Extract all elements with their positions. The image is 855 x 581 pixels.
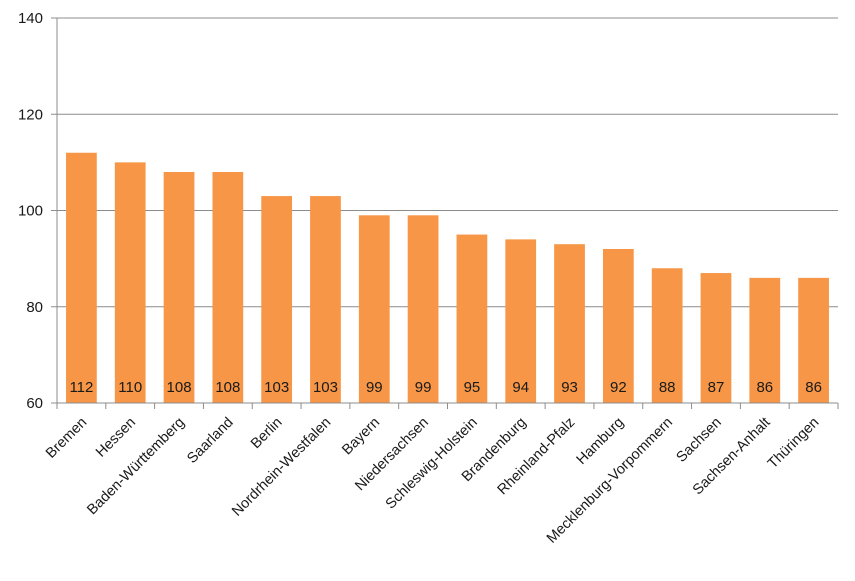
- x-category-label: Baden-Württemberg: [84, 415, 188, 519]
- data-label-3: 108: [215, 379, 240, 396]
- bar-4: [261, 196, 293, 403]
- bar-7: [407, 215, 439, 403]
- bar-12: [651, 268, 683, 403]
- y-tick-label: 60: [26, 395, 43, 412]
- data-label-12: 88: [659, 379, 676, 396]
- x-category-label: Bremen: [43, 415, 90, 462]
- data-label-6: 99: [366, 379, 383, 396]
- y-tick-label: 80: [26, 299, 43, 316]
- data-label-9: 94: [512, 379, 529, 396]
- data-label-4: 103: [264, 379, 289, 396]
- data-label-10: 93: [561, 379, 578, 396]
- bar-11: [602, 249, 634, 403]
- x-category-label: Sachsen: [674, 415, 725, 466]
- data-label-5: 103: [313, 379, 338, 396]
- bar-13: [700, 273, 732, 403]
- bar-10: [554, 244, 585, 403]
- data-label-0: 112: [69, 379, 93, 396]
- bar-15: [798, 277, 829, 403]
- x-category-label: Hessen: [93, 415, 139, 461]
- data-label-2: 108: [167, 379, 192, 396]
- data-label-7: 99: [415, 379, 432, 396]
- x-category-label: Nordrhein-Westfalen: [229, 415, 334, 520]
- bar-9: [505, 239, 537, 403]
- y-tick-label: 140: [18, 10, 43, 27]
- x-category-label: Schleswig-Holstein: [383, 415, 481, 513]
- x-category-label: Saarland: [184, 415, 236, 467]
- y-tick-label: 100: [18, 203, 43, 220]
- bar-6: [358, 215, 390, 403]
- data-label-15: 86: [805, 379, 822, 396]
- bars: [66, 152, 829, 403]
- data-label-14: 86: [756, 379, 773, 396]
- x-category-label: Bayern: [339, 415, 383, 459]
- bar-5: [310, 196, 341, 403]
- x-category-label: Berlin: [248, 415, 286, 453]
- data-label-11: 92: [610, 379, 627, 396]
- bar-2: [163, 172, 195, 403]
- bar-14: [749, 277, 781, 403]
- bar-8: [456, 234, 488, 403]
- bar-3: [212, 172, 244, 403]
- data-label-8: 95: [464, 379, 481, 396]
- y-tick-label: 120: [18, 106, 43, 123]
- axes: [51, 17, 839, 409]
- x-category-label: Thüringen: [765, 415, 822, 472]
- data-label-13: 87: [708, 379, 725, 396]
- data-label-1: 110: [118, 379, 142, 396]
- bar-0: [66, 152, 97, 403]
- bar-1: [114, 162, 146, 403]
